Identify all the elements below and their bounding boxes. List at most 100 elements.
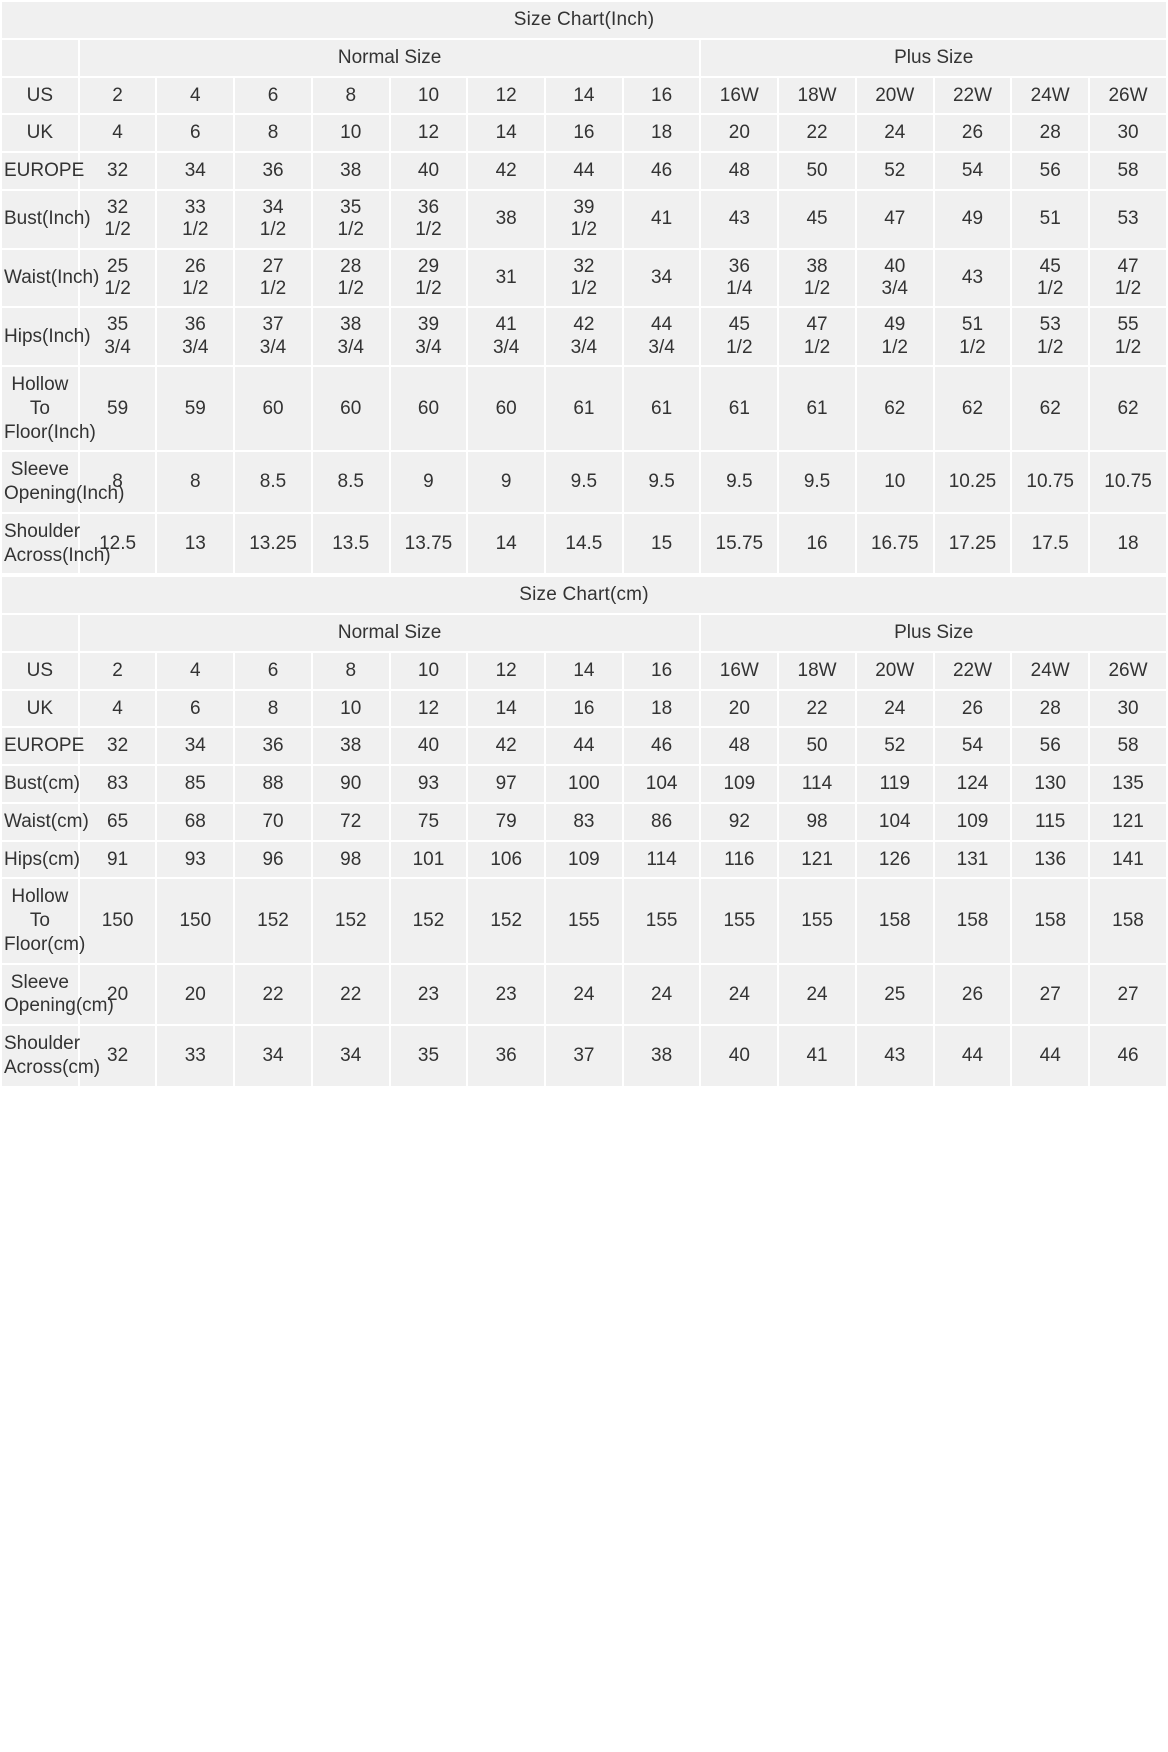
table-cell: 20 — [79, 964, 156, 1025]
table-cell: 100 — [546, 766, 622, 802]
group-header-row: Normal Size Plus Size — [2, 39, 1166, 76]
table-cell: 17.5 — [1012, 513, 1089, 574]
table-cell: 10.75 — [1090, 452, 1166, 512]
table-cell: 44 — [546, 728, 622, 765]
table-cell: 45 1/2 — [701, 308, 778, 366]
table-cell: 155 — [779, 879, 855, 963]
table-cell: 35 1/2 — [312, 190, 389, 248]
row-label: Hips(cm) — [2, 841, 80, 878]
table-cell: 36 1/2 — [390, 190, 467, 248]
row-label: EUROPE — [2, 153, 84, 189]
chart-title: Size Chart(cm) — [2, 577, 1166, 614]
table-cell: 40 — [390, 728, 467, 765]
table-row: Bust(cm) 83 85 88 90 93 97 100 104 109 114 119 124 13… — [2, 766, 1166, 802]
table-cell: 22 — [779, 115, 855, 151]
value-whole: 55 — [1117, 314, 1139, 336]
table-cell: 60 — [312, 367, 389, 451]
table-cell: 18W — [779, 77, 855, 114]
table-cell: 4 — [79, 690, 156, 727]
table-cell: 31 — [468, 249, 545, 307]
table-cell: 12 — [390, 115, 467, 151]
group-header-row: Normal Size Plus Size — [2, 615, 1166, 651]
table-cell: 54 — [934, 728, 1011, 765]
value-whole: 32 — [573, 255, 595, 277]
table-cell: 90 — [312, 766, 389, 802]
value-whole: 45 — [1039, 255, 1061, 277]
table-cell: 10.75 — [1012, 452, 1089, 512]
value-fraction: 1/2 — [259, 219, 287, 241]
table-cell: 39 1/2 — [546, 190, 622, 248]
value-fraction: 3/4 — [492, 336, 520, 358]
value-whole: 32 — [107, 196, 129, 218]
value-whole: 36 — [184, 314, 206, 336]
table-cell: 92 — [701, 803, 778, 840]
table-row: Waist(cm) 65 68 70 72 75 79 83 86 92 98 104 109 115 12… — [2, 803, 1166, 840]
table-row: Shoulder Across(cm) 32 33 34 34 35 36 37 38 40 41 4… — [2, 1026, 1166, 1086]
table-cell: 29 1/2 — [390, 249, 467, 307]
table-cell: 4 — [79, 115, 156, 151]
table-cell: 97 — [468, 766, 545, 802]
value-fraction: 1/2 — [726, 336, 753, 358]
table-cell: 155 — [623, 879, 700, 963]
group-header-corner — [2, 39, 78, 76]
row-label: Hollow To Floor(cm) — [2, 879, 85, 963]
table-cell: 155 — [546, 879, 622, 963]
table-cell: 150 — [79, 879, 156, 963]
table-cell: 150 — [157, 879, 234, 963]
table-cell: 115 — [1012, 803, 1089, 840]
table-cell: 8.5 — [235, 452, 311, 512]
table-cell: 8 — [312, 77, 389, 114]
value-fraction: 3/4 — [104, 336, 131, 358]
value-whole: 53 — [1039, 314, 1061, 336]
table-cell: 61 — [546, 367, 622, 451]
table-cell: 27 — [1090, 964, 1166, 1025]
row-label: Bust(Inch) — [2, 190, 91, 248]
table-row: Sleeve Opening(Inch) 8 8 8.5 8.5 9 9 9.5 9.5 9.5 9… — [2, 452, 1166, 512]
table-cell: 32 1/2 — [546, 249, 622, 307]
table-cell: 109 — [934, 803, 1011, 840]
value-fraction: 1/2 — [104, 277, 131, 299]
table-cell: 152 — [235, 879, 311, 963]
table-cell: 24 — [701, 964, 778, 1025]
table-cell: 36 1/4 — [701, 249, 778, 307]
table-cell: 40 3/4 — [856, 249, 933, 307]
table-cell: 58 — [1090, 728, 1166, 765]
table-cell: 61 — [779, 367, 855, 451]
table-cell: 65 — [79, 803, 156, 840]
value-whole: 35 — [340, 196, 362, 218]
table-cell: 141 — [1090, 841, 1166, 878]
table-cell: 93 — [157, 841, 234, 878]
table-cell: 44 — [546, 153, 622, 189]
size-chart-table-inch: Size Chart(Inch) Normal Size Plus Size US 2 4… — [0, 0, 1168, 576]
table-row: UK 4 6 8 10 12 14 16 18 20 22 24 26 28 30 — [2, 115, 1166, 151]
table-cell: 126 — [856, 841, 933, 878]
value-fraction: 3/4 — [415, 336, 442, 358]
table-cell: 25 — [856, 964, 933, 1025]
chart-title-row: Size Chart(cm) — [2, 577, 1166, 614]
table-cell: 61 — [623, 367, 700, 451]
table-cell: 46 — [623, 728, 700, 765]
table-cell: 34 — [157, 728, 234, 765]
table-cell: 38 — [312, 728, 389, 765]
table-cell: 22 — [779, 690, 855, 727]
value-whole: 29 — [417, 255, 440, 277]
table-cell: 9.5 — [779, 452, 855, 512]
row-label: Waist(cm) — [2, 803, 89, 840]
table-cell: 32 1/2 — [79, 190, 156, 248]
table-cell: 12 — [468, 77, 545, 114]
value-fraction: 1/2 — [881, 336, 908, 358]
table-cell: 20W — [856, 77, 933, 114]
table-cell: 47 — [856, 190, 933, 248]
table-cell: 93 — [390, 766, 467, 802]
table-cell: 38 — [312, 153, 389, 189]
table-cell: 61 — [701, 367, 778, 451]
group-header-plus-size: Plus Size — [701, 39, 1166, 76]
table-cell: 12 — [390, 690, 467, 727]
table-cell: 83 — [546, 803, 622, 840]
table-cell: 14.5 — [546, 513, 622, 574]
table-cell: 14 — [546, 77, 622, 114]
table-cell: 22 — [312, 964, 389, 1025]
table-cell: 10 — [856, 452, 933, 512]
table-cell: 53 — [1090, 190, 1166, 248]
table-cell: 26 1/2 — [157, 249, 234, 307]
